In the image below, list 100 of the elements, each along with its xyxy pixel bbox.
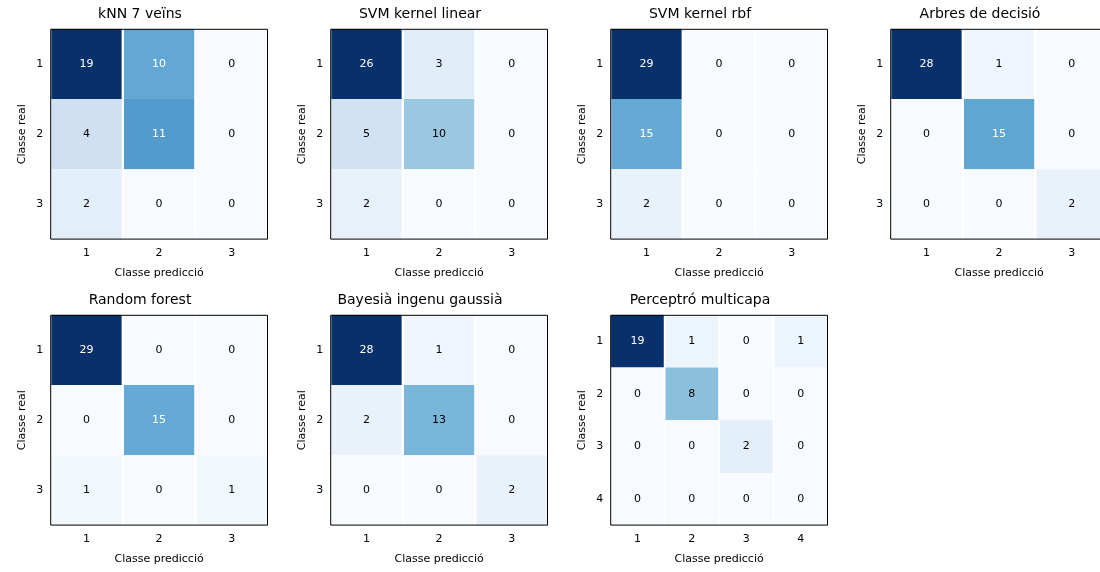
x-tick-label: 2 xyxy=(715,246,723,260)
y-tick-label: 2 xyxy=(316,413,324,427)
data-label: 0 xyxy=(228,127,236,141)
data-label: 15 xyxy=(639,127,654,141)
data-label: 0 xyxy=(508,197,516,211)
y-tick-label: 2 xyxy=(36,413,44,427)
data-label: 2 xyxy=(508,483,516,497)
data-label: 0 xyxy=(923,197,930,211)
chart-title: Random forest xyxy=(88,291,192,308)
data-label: 2 xyxy=(1068,197,1076,211)
y-tick-label: 3 xyxy=(876,197,884,211)
chart-title: kNN 7 veïns xyxy=(98,5,182,22)
data-label: 0 xyxy=(228,342,236,356)
x-tick-label: 3 xyxy=(228,532,236,546)
x-axis-title: Classe predicció xyxy=(954,266,1044,280)
data-label: 0 xyxy=(363,483,370,497)
data-label: 0 xyxy=(688,439,696,453)
x-tick-label: 3 xyxy=(508,532,516,546)
data-label: 0 xyxy=(742,386,750,400)
data-label: 0 xyxy=(155,342,163,356)
data-label: 0 xyxy=(228,56,236,70)
x-axis-title: Classe predicció xyxy=(674,266,764,280)
x-tick-label: 1 xyxy=(363,532,370,546)
data-label: 0 xyxy=(715,127,723,141)
x-axis-title: Classe predicció xyxy=(674,552,764,566)
x-tick-label: 3 xyxy=(508,246,516,260)
data-label: 15 xyxy=(152,413,167,427)
y-tick-label: 1 xyxy=(596,334,604,348)
y-axis-title: Classe real xyxy=(295,104,309,165)
x-axis-title: Classe predicció xyxy=(114,266,204,280)
x-tick-label: 1 xyxy=(83,246,90,260)
data-label: 0 xyxy=(228,197,236,211)
data-label: 0 xyxy=(508,342,516,356)
data-label: 0 xyxy=(508,413,516,427)
data-label: 0 xyxy=(1068,127,1076,141)
chart-title: Bayesià ingenu gaussià xyxy=(337,291,503,308)
data-label: 1 xyxy=(228,483,236,497)
data-label: 1 xyxy=(435,342,443,356)
data-label: 1 xyxy=(83,483,90,497)
data-label: 5 xyxy=(363,127,370,141)
data-label: 0 xyxy=(688,492,696,506)
x-tick-label: 2 xyxy=(688,532,696,546)
x-tick-label: 1 xyxy=(923,246,930,260)
chart-title: Arbres de decisió xyxy=(919,5,1041,22)
y-axis-title: Classe real xyxy=(295,390,309,451)
data-label: 0 xyxy=(508,127,516,141)
y-tick-label: 3 xyxy=(596,439,604,453)
data-label: 11 xyxy=(152,127,167,141)
data-label: 0 xyxy=(633,439,641,453)
y-tick-label: 2 xyxy=(316,127,324,141)
x-tick-label: 1 xyxy=(83,532,90,546)
y-tick-label: 1 xyxy=(36,342,44,356)
x-tick-label: 2 xyxy=(995,246,1003,260)
x-tick-label: 2 xyxy=(435,246,443,260)
data-label: 0 xyxy=(797,386,805,400)
data-label: 0 xyxy=(508,56,516,70)
data-label: 19 xyxy=(630,334,645,348)
data-label: 29 xyxy=(79,342,94,356)
data-label: 0 xyxy=(995,197,1003,211)
data-label: 0 xyxy=(435,197,443,211)
y-axis-title: Classe real xyxy=(575,104,589,165)
chart-title: SVM kernel linear xyxy=(358,5,482,22)
y-tick-label: 3 xyxy=(596,197,604,211)
x-tick-label: 2 xyxy=(435,532,443,546)
data-label: 0 xyxy=(788,127,796,141)
x-tick-label: 3 xyxy=(788,246,796,260)
x-axis-title: Classe predicció xyxy=(394,552,484,566)
x-tick-label: 2 xyxy=(155,246,163,260)
data-label: 0 xyxy=(715,56,723,70)
data-label: 19 xyxy=(79,56,94,70)
data-label: 0 xyxy=(228,413,236,427)
data-label: 29 xyxy=(639,56,654,70)
data-label: 10 xyxy=(432,127,447,141)
x-tick-label: 4 xyxy=(797,532,805,546)
x-axis-title: Classe predicció xyxy=(394,266,484,280)
data-label: 0 xyxy=(83,413,90,427)
data-label: 0 xyxy=(788,197,796,211)
data-label: 0 xyxy=(633,386,641,400)
y-tick-label: 2 xyxy=(876,127,884,141)
y-axis-title: Classe real xyxy=(575,390,589,451)
data-label: 0 xyxy=(797,439,805,453)
x-tick-label: 3 xyxy=(1068,246,1076,260)
data-label: 0 xyxy=(435,483,443,497)
y-tick-label: 3 xyxy=(316,197,324,211)
data-label: 2 xyxy=(643,197,650,211)
data-label: 0 xyxy=(742,492,750,506)
data-label: 0 xyxy=(1068,56,1076,70)
y-tick-label: 2 xyxy=(36,127,44,141)
data-label: 15 xyxy=(992,127,1007,141)
y-axis-title: Classe real xyxy=(15,390,29,451)
y-tick-label: 2 xyxy=(596,127,604,141)
y-tick-label: 3 xyxy=(36,197,44,211)
data-label: 1 xyxy=(995,56,1003,70)
data-label: 8 xyxy=(688,386,696,400)
data-label: 10 xyxy=(152,56,167,70)
y-tick-label: 1 xyxy=(316,56,324,70)
chart-title: SVM kernel rbf xyxy=(648,5,753,22)
y-axis-title: Classe real xyxy=(855,104,869,165)
y-tick-label: 3 xyxy=(36,483,44,497)
x-tick-label: 1 xyxy=(643,246,650,260)
